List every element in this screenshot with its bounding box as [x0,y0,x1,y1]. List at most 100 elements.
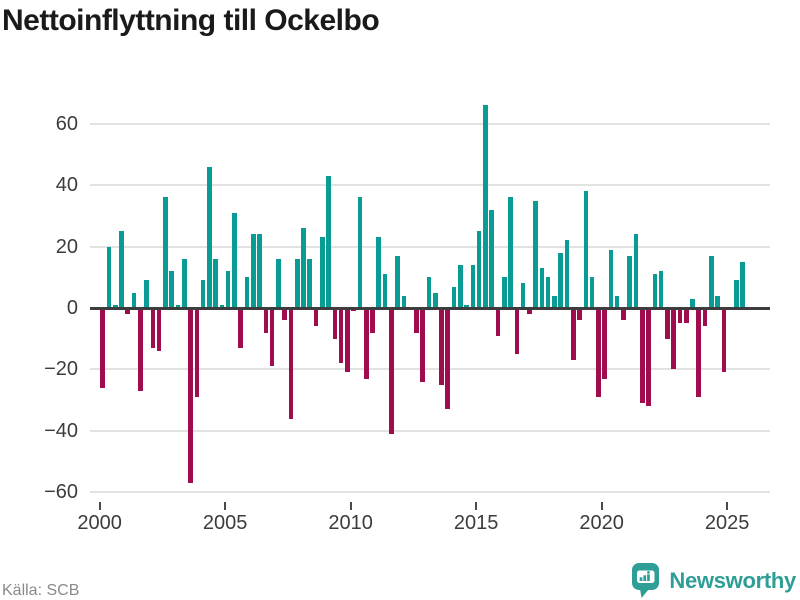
bar-2007-Q4 [294,258,300,308]
bar-2021-Q3 [639,309,645,404]
bar-2003-Q3 [188,309,193,483]
bar-2012-Q4 [420,309,425,382]
bar-2007-Q3 [288,309,294,419]
x-tick-2000 [98,502,101,510]
x-axis-label-2020: 2020 [579,512,624,534]
bar-2020-Q2 [608,249,614,308]
bar-2001-Q4 [144,280,149,308]
bar-2025-Q2 [734,280,739,308]
x-axis-zero-line [90,306,770,310]
bar-2019-Q1 [577,309,582,321]
bar-2005-Q1 [225,271,231,308]
bar-2006-Q3 [263,309,269,333]
bar-2016-Q3 [514,309,520,355]
bar-2014-Q3 [464,304,469,308]
x-axis-label-2010: 2010 [328,512,373,534]
bar-2013-Q2 [432,292,438,308]
bar-2001-Q1 [125,309,131,315]
bar-2010-Q1 [351,309,356,312]
bar-2011-Q4 [395,255,400,308]
bar-2021-Q1 [627,255,633,308]
bar-2016-Q2 [508,197,513,308]
bar-2009-Q2 [332,309,338,339]
bar-2024-Q3 [715,295,720,308]
bar-2006-Q1 [250,234,256,308]
bar-2008-Q3 [313,309,319,327]
bar-2019-Q3 [589,277,595,308]
bar-2017-Q1 [527,309,532,315]
bar-2021-Q2 [633,234,639,308]
bar-2010-Q4 [370,309,375,333]
bar-2021-Q4 [646,309,651,407]
bar-2003-Q1 [175,304,181,308]
bar-2013-Q1 [426,277,432,308]
bar-2010-Q2 [357,197,363,308]
bar-2018-Q3 [564,240,570,308]
gridline-y-60 [90,122,770,125]
bar-2020-Q3 [614,295,620,308]
bar-2002-Q2 [156,309,162,351]
bar-2011-Q2 [382,274,388,308]
newsworthy-logo-icon [632,563,660,598]
newsworthy-brand: Newsworthy [631,562,796,599]
bar-2004-Q4 [219,304,225,308]
y-axis-label--20: −20 [44,358,78,381]
bar-2017-Q4 [545,277,551,308]
bar-2020-Q1 [602,309,607,379]
x-axis-label-2000: 2000 [77,512,122,534]
y-axis-label-60: 60 [55,112,78,135]
bar-2022-Q1 [652,274,658,308]
gridline-y--40 [90,429,770,432]
bar-2024-Q4 [721,309,727,373]
gridline-y-20 [90,245,770,248]
bar-2017-Q2 [533,200,538,308]
y-axis-label--40: −40 [44,419,78,442]
bar-2013-Q3 [439,309,444,385]
bar-2008-Q1 [301,228,306,308]
bar-2012-Q1 [401,295,407,308]
gridline-y-40 [90,184,770,187]
bar-2004-Q1 [200,280,206,308]
bar-2024-Q1 [702,309,708,327]
bar-2014-Q4 [470,265,476,308]
bar-2005-Q2 [232,212,237,308]
bar-2011-Q1 [376,237,382,308]
y-axis-label-20: 20 [55,235,78,258]
bar-2003-Q2 [181,258,187,308]
bar-2007-Q2 [282,309,287,321]
bar-2000-Q1 [100,309,105,388]
bar-2014-Q2 [458,265,463,308]
y-axis-label-0: 0 [66,297,78,319]
bar-2025-Q3 [740,261,745,308]
bar-2000-Q3 [112,304,118,308]
bar-2015-Q1 [476,231,482,308]
bar-2012-Q3 [414,309,419,333]
bar-2018-Q4 [570,309,576,361]
bar-2015-Q2 [483,105,488,308]
newsworthy-wordmark: Newsworthy [669,567,796,593]
bar-2013-Q4 [445,309,451,410]
bar-2001-Q3 [138,309,143,391]
y-axis-label--60: −60 [44,481,78,504]
source-label: Källa: SCB [2,582,80,599]
x-axis-label-2025: 2025 [704,512,750,534]
y-axis-label-40: 40 [55,174,78,197]
chart-title: Nettoinflyttning till Ockelbo [2,4,380,37]
bar-2008-Q2 [307,258,313,308]
bar-2022-Q3 [665,309,670,339]
bar-2016-Q4 [520,283,526,308]
x-tick-2020 [600,502,603,510]
bar-2009-Q4 [345,309,350,373]
bar-2004-Q3 [213,258,218,308]
bar-2011-Q3 [389,309,394,434]
bar-2016-Q1 [501,277,507,308]
bar-2006-Q4 [269,309,275,367]
bar-2002-Q1 [150,309,156,348]
bar-2006-Q2 [257,234,262,308]
bar-2010-Q3 [363,309,369,379]
bar-2018-Q1 [552,295,557,308]
bar-2009-Q3 [338,309,344,364]
bar-2005-Q4 [244,277,250,308]
